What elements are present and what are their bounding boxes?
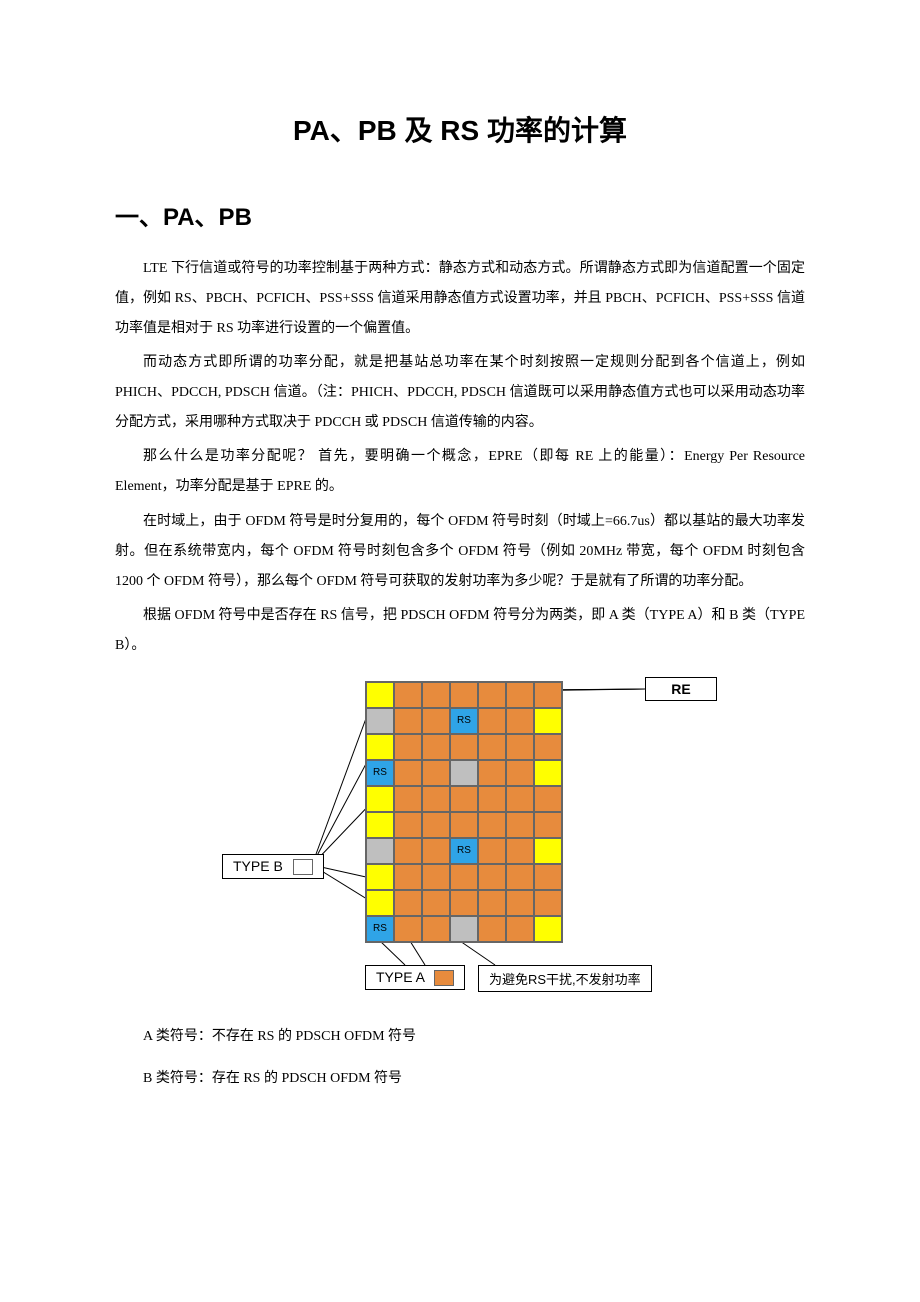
grid-cell xyxy=(478,916,506,942)
grid-cell xyxy=(422,786,450,812)
grid-cell xyxy=(478,812,506,838)
grid-cell xyxy=(506,708,534,734)
grid-cell xyxy=(394,890,422,916)
grid-cell xyxy=(478,786,506,812)
grid-cell xyxy=(366,682,394,708)
grid-cell xyxy=(534,734,562,760)
grid-cell xyxy=(506,916,534,942)
callout-avoid-rs: 为避免RS干扰,不发射功率 xyxy=(478,965,652,992)
grid-cell-rs: RS xyxy=(366,760,394,786)
grid-cell xyxy=(506,812,534,838)
grid-cell-rs: RS xyxy=(366,916,394,942)
grid-cell xyxy=(506,890,534,916)
grid-cell xyxy=(450,760,478,786)
grid-cell xyxy=(422,864,450,890)
grid-cell xyxy=(450,682,478,708)
grid-cell xyxy=(422,734,450,760)
grid-cell-rs: RS xyxy=(450,838,478,864)
grid-cell xyxy=(534,812,562,838)
grid-cell xyxy=(394,708,422,734)
page-title: PA、PB 及 RS 功率的计算 xyxy=(115,109,805,149)
resource-grid: RS RS RS RS xyxy=(365,681,563,943)
grid-cell xyxy=(450,786,478,812)
grid-cell xyxy=(366,864,394,890)
grid-cell xyxy=(534,838,562,864)
grid-cell xyxy=(366,838,394,864)
grid-cell xyxy=(478,890,506,916)
grid-cell xyxy=(534,890,562,916)
paragraph-5: 根据 OFDM 符号中是否存在 RS 信号，把 PDSCH OFDM 符号分为两… xyxy=(115,601,805,661)
grid-cell xyxy=(478,682,506,708)
grid-cell-rs: RS xyxy=(450,708,478,734)
grid-cell xyxy=(506,760,534,786)
grid-cell xyxy=(394,838,422,864)
grid-cell xyxy=(534,864,562,890)
grid-cell xyxy=(366,734,394,760)
paragraph-3: 那么什么是功率分配呢？ 首先，要明确一个概念，EPRE（即每 RE 上的能量）：… xyxy=(115,442,805,502)
grid-cell xyxy=(422,916,450,942)
grid-cell xyxy=(450,890,478,916)
grid-cell xyxy=(450,864,478,890)
grid-cell xyxy=(534,682,562,708)
grid-cell xyxy=(394,786,422,812)
grid-cell xyxy=(450,734,478,760)
grid-cell xyxy=(422,760,450,786)
grid-cell xyxy=(366,786,394,812)
grid-cell xyxy=(394,760,422,786)
paragraph-1: LTE 下行信道或符号的功率控制基于两种方式：静态方式和动态方式。所谓静态方式即… xyxy=(115,254,805,344)
grid-cell xyxy=(450,812,478,838)
grid-cell xyxy=(506,734,534,760)
grid-cell xyxy=(422,682,450,708)
grid-cell xyxy=(394,916,422,942)
grid-cell xyxy=(478,864,506,890)
grid-cell xyxy=(422,812,450,838)
grid-cell xyxy=(478,838,506,864)
grid-cell xyxy=(534,760,562,786)
grid-cell xyxy=(534,708,562,734)
grid-cell xyxy=(394,682,422,708)
type-b-swatch xyxy=(293,859,313,875)
grid-cell xyxy=(534,916,562,942)
type-b-label: TYPE B xyxy=(233,858,283,874)
grid-cell xyxy=(478,708,506,734)
grid-cell xyxy=(478,760,506,786)
grid-cell xyxy=(450,916,478,942)
grid-cell xyxy=(394,734,422,760)
grid-cell xyxy=(506,864,534,890)
callout-type-a: TYPE A xyxy=(365,965,465,990)
type-a-swatch xyxy=(434,970,454,986)
callout-type-b: TYPE B xyxy=(222,854,324,879)
grid-cell xyxy=(366,812,394,838)
paragraph-2: 而动态方式即所谓的功率分配，就是把基站总功率在某个时刻按照一定规则分配到各个信道… xyxy=(115,348,805,438)
grid-cell xyxy=(422,890,450,916)
grid-cell xyxy=(478,734,506,760)
paragraph-4: 在时域上，由于 OFDM 符号是时分复用的，每个 OFDM 符号时刻（时域上=6… xyxy=(115,507,805,597)
grid-cell xyxy=(366,890,394,916)
callout-re: RE xyxy=(645,677,717,701)
document-page: PA、PB 及 RS 功率的计算 一、PA、PB LTE 下行信道或符号的功率控… xyxy=(0,0,920,1302)
type-a-label: TYPE A xyxy=(376,969,424,985)
grid-cell xyxy=(422,708,450,734)
grid-cell xyxy=(366,708,394,734)
grid-cell xyxy=(394,812,422,838)
note-type-a: A 类符号：不存在 RS 的 PDSCH OFDM 符号 xyxy=(115,1023,805,1051)
grid-cell xyxy=(422,838,450,864)
grid-cell xyxy=(506,838,534,864)
ofdm-grid-diagram: RE TYPE B RS RS RS RS TYPE A 为避免RS干扰,不发射功率 xyxy=(140,669,780,1009)
section-heading-1: 一、PA、PB xyxy=(115,197,805,232)
grid-cell xyxy=(394,864,422,890)
note-type-b: B 类符号：存在 RS 的 PDSCH OFDM 符号 xyxy=(115,1065,805,1093)
grid-cell xyxy=(534,786,562,812)
grid-cell xyxy=(506,682,534,708)
grid-cell xyxy=(506,786,534,812)
